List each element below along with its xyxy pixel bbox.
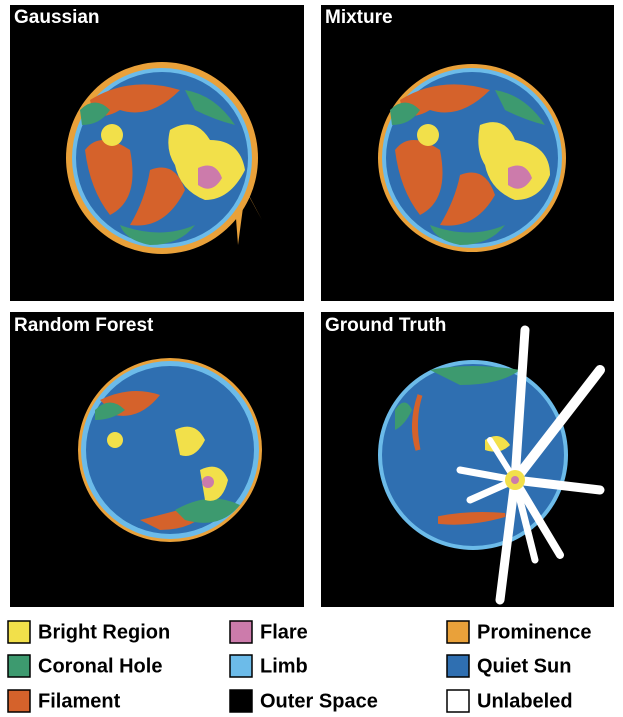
legend-label: Bright Region — [38, 621, 170, 643]
legend-swatch — [7, 689, 31, 713]
panel-title: Ground Truth — [325, 315, 446, 336]
legend-label: Flare — [260, 621, 308, 643]
panel-title: Gaussian — [14, 7, 100, 28]
panel-title: Mixture — [325, 7, 393, 28]
legend-swatch — [446, 689, 470, 713]
legend-swatch — [7, 620, 31, 644]
legend-label: Quiet Sun — [477, 655, 571, 677]
sun-map — [378, 325, 605, 605]
legend-label: Filament — [38, 690, 121, 712]
sun-map — [66, 62, 262, 254]
legend-swatch — [446, 620, 470, 644]
sun-map — [78, 358, 262, 542]
legend-swatch — [446, 654, 470, 678]
legend-label: Coronal Hole — [38, 655, 162, 677]
legend-swatch — [229, 689, 253, 713]
legend-label: Unlabeled — [477, 690, 573, 712]
legend-swatch — [7, 654, 31, 678]
legend-swatch — [229, 620, 253, 644]
legend-label: Prominence — [477, 621, 591, 643]
legend-swatch — [229, 654, 253, 678]
panel-title: Random Forest — [14, 315, 154, 336]
sun-map — [378, 64, 566, 252]
legend-label: Limb — [260, 655, 308, 677]
legend-label: Outer Space — [260, 690, 378, 712]
